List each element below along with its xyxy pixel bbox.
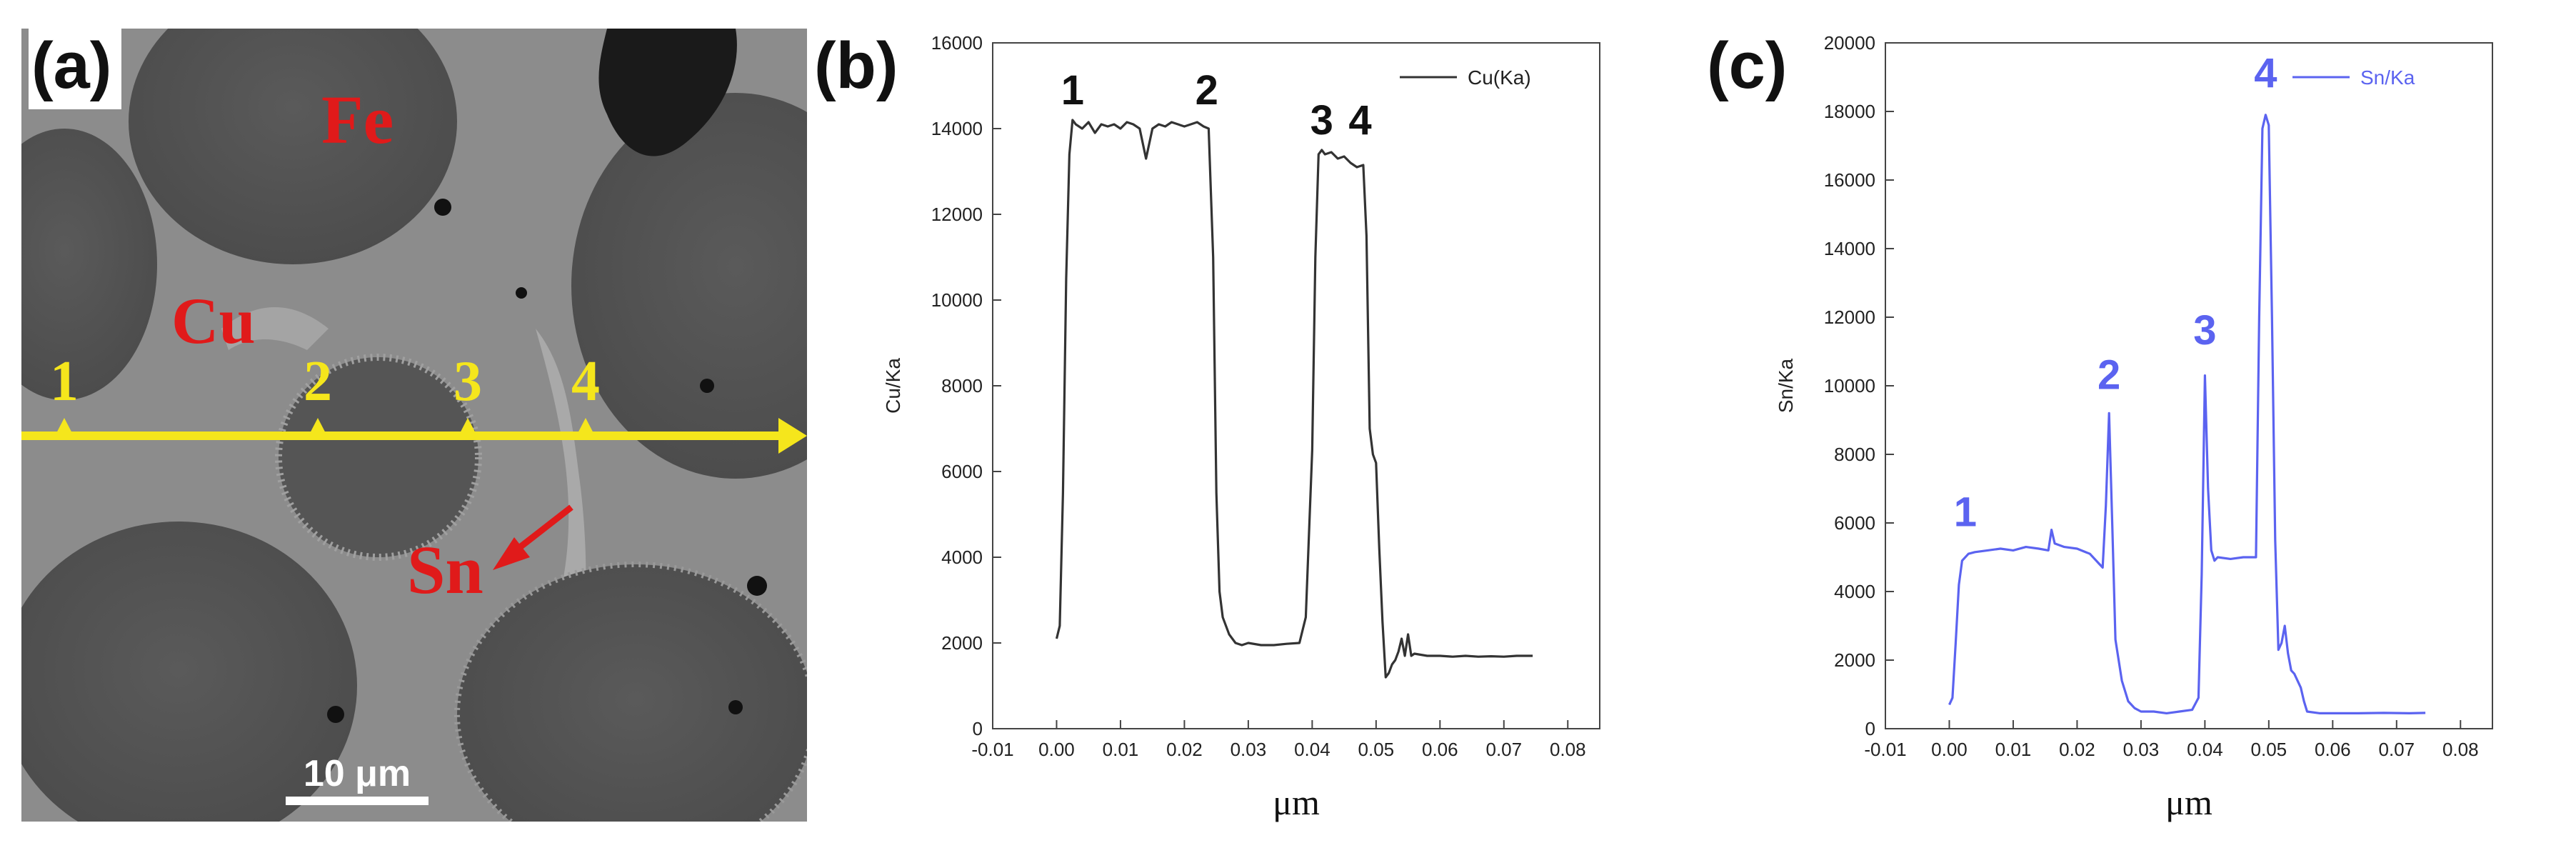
point-annotation: 1 — [1954, 489, 1977, 535]
pore — [728, 700, 743, 714]
y-tick-label: 0 — [1865, 718, 1875, 739]
y-tick-label: 16000 — [1824, 169, 1875, 191]
x-tick-label: -0.01 — [1864, 739, 1906, 760]
fe-grain — [275, 354, 482, 561]
x-tick-label: 0.02 — [1166, 739, 1203, 760]
x-tick-label: 0.07 — [1485, 739, 1522, 760]
x-tick-label: 0.05 — [1358, 739, 1395, 760]
scale-bar-label: 10 μm — [304, 753, 411, 794]
x-tick-label: 0.01 — [1995, 739, 2032, 760]
fe-grain — [571, 93, 807, 479]
x-tick-label: 0.08 — [2442, 739, 2479, 760]
pore — [598, 29, 737, 156]
y-tick-label: 20000 — [1824, 32, 1875, 54]
y-tick-label: 8000 — [941, 375, 983, 396]
x-tick-label: 0.04 — [1294, 739, 1330, 760]
x-tick-label: 0.08 — [1550, 739, 1586, 760]
x-tick-label: 0.02 — [2059, 739, 2095, 760]
pore — [327, 706, 344, 723]
y-tick-label: 6000 — [941, 461, 983, 482]
point-annotation: 1 — [1061, 67, 1084, 114]
point-annotation: 3 — [2193, 307, 2216, 354]
scan-point-marker — [458, 418, 478, 437]
sn-line-scan-chart: 0 2000 4000 6000 8000 10000 12000 14000 16000 180… — [1775, 32, 2493, 822]
scan-point-label: 3 — [453, 350, 482, 413]
x-tick-label: 0.00 — [1038, 739, 1075, 760]
pore — [516, 287, 527, 299]
y-tick-label: 16000 — [931, 32, 983, 54]
fe-grain — [454, 562, 807, 822]
y-tick-label: 6000 — [1834, 512, 1875, 534]
y-tick-label: 12000 — [1824, 306, 1875, 328]
y-tick-label: 12000 — [931, 204, 983, 225]
data-series-line — [1948, 114, 2426, 714]
x-tick-label: 0.04 — [2187, 739, 2223, 760]
fe-grain — [21, 129, 157, 400]
y-tick-label: 8000 — [1834, 444, 1875, 465]
x-tick-label: 0.07 — [2378, 739, 2415, 760]
x-tick-label: 0.01 — [1103, 739, 1139, 760]
scan-point-marker — [308, 418, 328, 437]
x-axis-label: μm — [1273, 782, 1320, 822]
y-tick-label: 4000 — [1834, 581, 1875, 602]
x-tick-label: 0.03 — [2123, 739, 2160, 760]
y-axis-label: Sn/Ka — [1775, 358, 1797, 413]
y-tick-label: 10000 — [931, 289, 983, 311]
point-annotation: 3 — [1310, 97, 1333, 144]
y-tick-label: 2000 — [941, 632, 983, 654]
x-tick-label: -0.01 — [971, 739, 1013, 760]
scan-arrow-head — [778, 418, 807, 454]
pore — [747, 576, 767, 596]
plot-frame — [1885, 42, 2493, 729]
scan-point-marker — [576, 418, 596, 437]
panel-label-a: (a) — [29, 29, 122, 109]
plot-frame — [992, 42, 1600, 729]
sn-phase-region — [221, 307, 329, 350]
y-tick-label: 2000 — [1834, 649, 1875, 671]
x-tick-label: 0.03 — [1231, 739, 1267, 760]
pore — [700, 379, 714, 393]
scan-point-label: 1 — [50, 350, 79, 413]
legend-label: Cu(Ka) — [1468, 66, 1531, 89]
point-annotation: 4 — [2254, 50, 2277, 96]
x-tick-label: 0.05 — [2251, 739, 2287, 760]
point-annotation: 2 — [1196, 67, 1218, 114]
y-tick-label: 18000 — [1824, 101, 1875, 122]
y-tick-label: 0 — [973, 718, 983, 739]
x-tick-label: 0.00 — [1931, 739, 1968, 760]
x-tick-label: 0.06 — [2315, 739, 2351, 760]
legend-label: Sn/Ka — [2360, 66, 2415, 89]
scale-bar — [286, 797, 429, 805]
scan-point-label: 2 — [304, 350, 332, 413]
fe-label: Fe — [321, 81, 394, 158]
sn-arrow-head — [493, 537, 530, 570]
scan-point-marker — [54, 418, 74, 437]
y-tick-label: 14000 — [931, 118, 983, 139]
y-tick-label: 14000 — [1824, 238, 1875, 259]
data-series-line — [1055, 119, 1533, 679]
y-axis-label: Cu/Ka — [882, 358, 904, 414]
cu-line-scan-chart: 0 2000 4000 6000 8000 10000 12000 14000 16000 -0.… — [882, 32, 1600, 822]
y-tick-label: 4000 — [941, 547, 983, 568]
scan-point-label: 4 — [571, 350, 600, 413]
point-annotation: 2 — [2098, 351, 2120, 398]
panel-label-b: (b) — [814, 29, 898, 102]
fe-grain — [21, 522, 357, 822]
panel-label-c: (c) — [1707, 29, 1788, 102]
point-annotation: 4 — [1348, 97, 1371, 144]
sn-label: Sn — [407, 532, 483, 608]
cu-label: Cu — [171, 284, 256, 357]
y-tick-label: 10000 — [1824, 375, 1875, 396]
x-tick-label: 0.06 — [1422, 739, 1458, 760]
x-axis-label: μm — [2165, 782, 2212, 822]
fe-grain — [129, 29, 457, 264]
micrograph-image: Fe Cu Sn 1 2 3 4 10 μm — [21, 29, 807, 822]
pore — [434, 199, 451, 216]
micrograph-panel: Fe Cu Sn 1 2 3 4 10 μm — [21, 29, 807, 822]
